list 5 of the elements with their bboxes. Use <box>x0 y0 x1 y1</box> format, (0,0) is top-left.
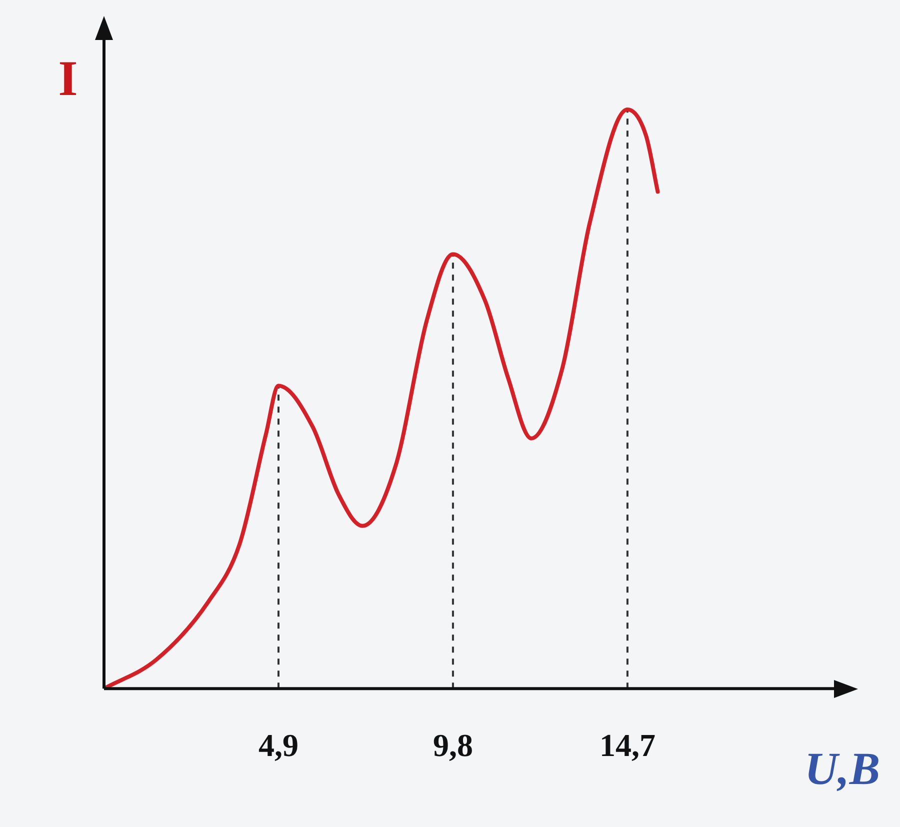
x-tick-label: 9,8 <box>432 727 473 764</box>
x-axis-title: U,B <box>804 742 880 794</box>
x-tick-label: 14,7 <box>599 727 656 764</box>
y-axis-title: I <box>58 50 78 106</box>
x-tick-label: 4,9 <box>258 727 298 764</box>
